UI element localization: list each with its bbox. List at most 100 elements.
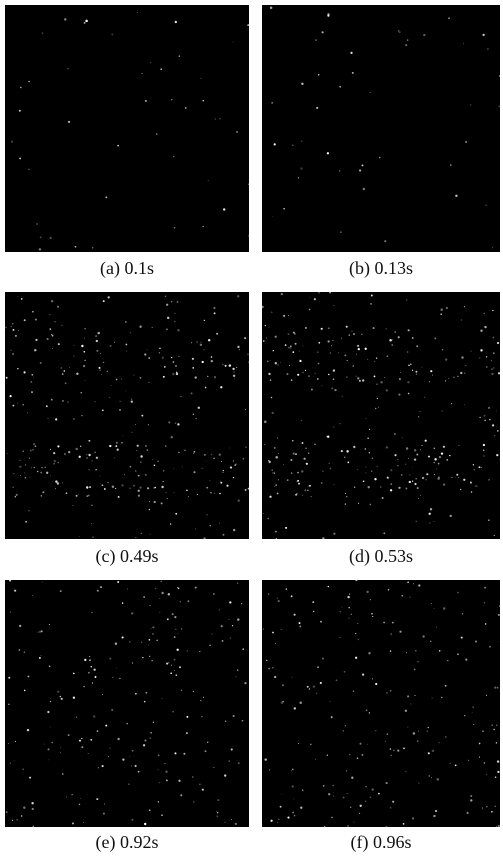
particle-dot	[40, 362, 42, 364]
particle-dot	[98, 367, 100, 369]
particle-dot	[331, 817, 332, 818]
particle-dot	[88, 753, 89, 754]
particle-dot	[124, 474, 125, 475]
particle-dot	[316, 693, 317, 694]
particle-dot	[62, 482, 63, 483]
particle-dot	[439, 456, 441, 458]
particle-dot	[348, 607, 350, 609]
particle-dot	[119, 409, 121, 411]
particle-dot	[225, 365, 227, 367]
particle-dot	[269, 327, 270, 328]
particle-dot	[333, 533, 335, 535]
particle-dot	[19, 110, 21, 112]
particle-dot	[122, 758, 124, 760]
particle-dot	[327, 13, 329, 15]
particle-dot	[165, 771, 167, 773]
particle-dot	[365, 448, 366, 449]
particle-dot	[263, 340, 265, 342]
particle-dot	[174, 752, 176, 754]
particle-dot	[165, 445, 166, 446]
particle-dot	[286, 588, 287, 589]
particle-dot	[349, 594, 350, 595]
particle-dot	[117, 581, 119, 583]
particle-dot	[449, 515, 451, 517]
particle-dot	[330, 701, 331, 702]
particle-dot	[192, 776, 194, 778]
particle-dot	[207, 376, 208, 377]
particle-dot	[484, 420, 485, 421]
particle-dot	[233, 460, 234, 461]
particle-dot	[33, 377, 34, 378]
particle-dot	[175, 513, 177, 515]
particle-dot	[461, 356, 463, 358]
particle-dot	[117, 449, 119, 451]
particle-dot	[377, 398, 378, 399]
particle-dot	[414, 483, 416, 485]
particle-dot	[305, 327, 307, 329]
particle-dot	[414, 458, 416, 460]
particle-dot	[196, 341, 197, 342]
particle-dot	[422, 477, 424, 479]
particle-dot	[51, 334, 52, 335]
particle-dot	[165, 296, 167, 298]
particle-dot	[308, 375, 309, 376]
particle-dot	[315, 373, 316, 374]
particle-dot	[445, 358, 447, 360]
particle-dot	[341, 450, 343, 452]
particle-dot	[288, 347, 290, 349]
particle-dot	[405, 771, 406, 772]
particle-dot	[214, 493, 215, 494]
particle-dot	[321, 621, 322, 622]
particle-dot	[91, 460, 92, 461]
particle-dot	[86, 495, 88, 497]
particle-dot	[177, 329, 179, 331]
particle-dot	[405, 464, 406, 465]
particle-dot	[328, 586, 329, 587]
particle-dot	[301, 141, 303, 143]
particle-dot	[314, 444, 315, 445]
particle-dot	[386, 692, 388, 694]
particle-dot	[282, 684, 284, 686]
particle-dot	[394, 433, 396, 435]
particle-dot	[135, 537, 136, 538]
particle-dot	[370, 599, 371, 600]
particle-dot	[79, 804, 81, 806]
particle-dot	[345, 725, 346, 726]
particle-dot	[328, 793, 330, 795]
particle-dot	[366, 472, 367, 473]
particle-dot	[88, 440, 90, 442]
particle-dot	[157, 769, 158, 770]
particle-dot	[495, 776, 497, 778]
particle-dot	[382, 497, 384, 499]
particle-dot	[281, 293, 283, 295]
particle-dot	[196, 418, 197, 419]
particle-dot	[202, 468, 203, 469]
particle-dot	[98, 767, 99, 768]
particle-dot	[497, 430, 499, 432]
particle-dot	[21, 815, 23, 817]
particle-dot	[53, 460, 55, 462]
particle-dot	[173, 156, 174, 157]
particle-dot	[366, 591, 368, 593]
particle-dot	[310, 297, 311, 298]
particle-dot	[68, 451, 70, 453]
particle-dot	[338, 352, 339, 353]
caption-f: (f) 0.96s	[262, 832, 500, 853]
particle-dot	[17, 403, 18, 404]
particle-dot	[84, 352, 85, 353]
particle-dot	[420, 449, 421, 450]
particle-dot	[96, 340, 98, 342]
particle-dot	[429, 775, 430, 776]
particle-dot	[433, 815, 435, 817]
particle-dot	[406, 652, 407, 653]
particle-dot	[349, 754, 350, 755]
particle-dot	[390, 483, 392, 485]
particle-dot	[158, 801, 159, 802]
particle-dot	[445, 380, 446, 381]
particle-dot	[86, 454, 87, 455]
particle-dot	[308, 452, 309, 453]
particle-dot	[301, 83, 303, 85]
particle-dot	[83, 686, 84, 687]
particle-dot	[438, 742, 439, 743]
particle-dot	[497, 342, 499, 344]
